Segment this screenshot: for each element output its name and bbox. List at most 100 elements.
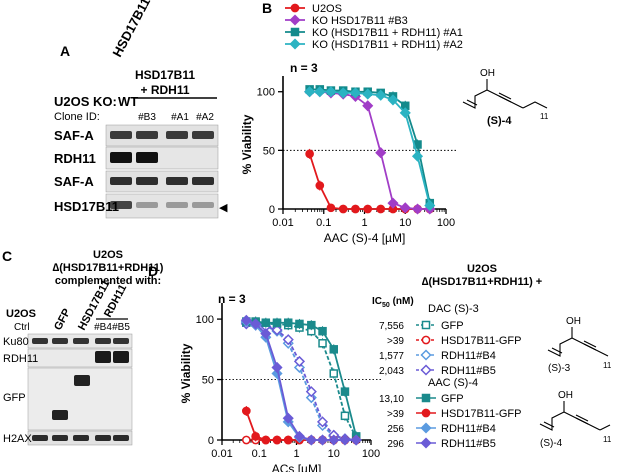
ic50-header: IC50 (nM) (372, 296, 414, 309)
blot-safa-1 (105, 124, 219, 147)
data-point (316, 416, 329, 428)
arrowhead-icon: ◀ (219, 202, 228, 214)
header-combo-line1: HSD17B11 (135, 68, 195, 82)
data-point (363, 204, 373, 214)
data-point (350, 434, 362, 446)
d-header1: U2OS (467, 263, 497, 275)
data-point (375, 147, 387, 159)
legend-marker (421, 393, 431, 403)
aac-title: AAC (S)-4 (428, 377, 478, 389)
oh-label-s3: OH (566, 316, 581, 327)
d-header2: ∆(HSD17B11+RDH11) + (422, 276, 542, 288)
x-tick-label: 10 (328, 448, 340, 460)
ic50-value: 2,043 (379, 366, 404, 377)
series-line (246, 321, 357, 441)
legend-label: U2OS (312, 3, 342, 15)
chart-b: 0.01 0.1 1 10 100 0 50 100 AAC (S)-4 [µM] % Viabi… (240, 76, 456, 245)
dac-title: DAC (S)-3 (428, 303, 479, 315)
x-tick-label: 100 (437, 217, 455, 229)
data-point (337, 87, 349, 99)
panel-a: A HSD17B11 HSD17B11 + RDH11 U2OS KO: WT … (54, 0, 228, 219)
data-point (304, 86, 316, 98)
x-tick-label: 1 (293, 448, 299, 460)
data-point (315, 181, 325, 190)
legend-marker (421, 335, 431, 345)
ic50-value: >39 (387, 336, 404, 347)
c-band-h2ax: H2AX (3, 433, 32, 445)
data-point (305, 434, 317, 446)
legend-marker (290, 27, 300, 37)
data-point (272, 318, 282, 327)
series-line (308, 153, 430, 210)
c-band-rdh11: RDH11 (3, 353, 38, 365)
blot-safa-2 (105, 170, 219, 193)
legend-marker (289, 38, 301, 50)
band-label-rdh11: RDH11 (54, 151, 96, 166)
data-point (329, 369, 338, 378)
x-tick-label: 0.01 (272, 217, 293, 229)
data-point (362, 100, 374, 112)
d-legend: 7,556 GFP >39 HSD17B11-GFP 1,577 RDH11#B4 2,04… (379, 320, 522, 450)
data-point (387, 94, 399, 106)
data-point (295, 319, 304, 329)
clone-id-label: Clone ID: (54, 111, 100, 123)
c-u2os: U2OS (6, 308, 36, 320)
legend-marker (421, 408, 431, 418)
legend-marker (421, 320, 431, 330)
clone-a1: #A1 (171, 112, 189, 123)
data-point (318, 339, 327, 348)
panel-d-letter: D (148, 263, 158, 279)
ic50-value: 256 (387, 424, 404, 435)
band-label-safa-2: SAF-A (54, 174, 94, 189)
ic50-value: 296 (387, 439, 404, 450)
structure-s4-b (462, 79, 548, 109)
legend-label: RDH11#B5 (441, 365, 496, 377)
y-axis-label: % Viability (179, 343, 193, 403)
y-tick-label: 100 (257, 87, 275, 99)
series-line (246, 323, 357, 441)
x-tick-label: 10 (399, 217, 411, 229)
data-point (375, 89, 387, 101)
data-point (338, 204, 348, 214)
data-point (411, 150, 424, 162)
compound3-label: (S)-3 (548, 363, 571, 374)
panel-c: C U2OS ∆(HSD17B11+RDH11) complemented wi… (2, 248, 164, 446)
data-point (328, 434, 340, 446)
data-point (314, 86, 326, 98)
data-point (424, 199, 436, 212)
series-ko-hsd17b11-rdh11-a2 (304, 86, 436, 212)
series-aac-rdh11-b5 (240, 314, 362, 446)
y-tick-label: 50 (263, 145, 275, 157)
y-tick-label: 100 (196, 314, 214, 326)
x-tick-label: 1 (361, 217, 367, 229)
data-point (293, 355, 306, 367)
data-point (376, 204, 386, 214)
band-label-safa-1: SAF-A (54, 128, 94, 143)
c-lane-gfp: GFP (52, 307, 73, 333)
data-point (326, 203, 336, 213)
legend-marker (420, 349, 432, 361)
structure-s4-d (539, 401, 611, 431)
data-point (261, 318, 271, 327)
data-point (387, 197, 399, 209)
header-hsd17b11: HSD17B11 (109, 0, 153, 59)
ic50-value: 13,10 (379, 394, 404, 405)
data-point (272, 435, 282, 445)
chart-d: 0.01 0.1 1 10 100 0 50 100 ACs [µM] % Viability (179, 303, 381, 472)
data-point (351, 204, 360, 214)
data-point (316, 434, 329, 446)
x-tick-label: 0.1 (252, 448, 267, 460)
panel-c-title2: ∆(HSD17B11+RDH11) (53, 262, 164, 274)
data-point (251, 432, 260, 441)
data-point (293, 430, 306, 442)
data-point (305, 149, 314, 159)
legend-label: GFP (441, 393, 464, 405)
x-tick-label: 100 (362, 448, 380, 460)
oh-label-s4-d: OH (558, 390, 573, 401)
legend-label: RDH11#B4 (441, 350, 496, 362)
data-point (261, 435, 271, 445)
data-point (283, 435, 293, 445)
x-tick-label: 0.1 (316, 217, 331, 229)
legend-marker (420, 437, 432, 449)
